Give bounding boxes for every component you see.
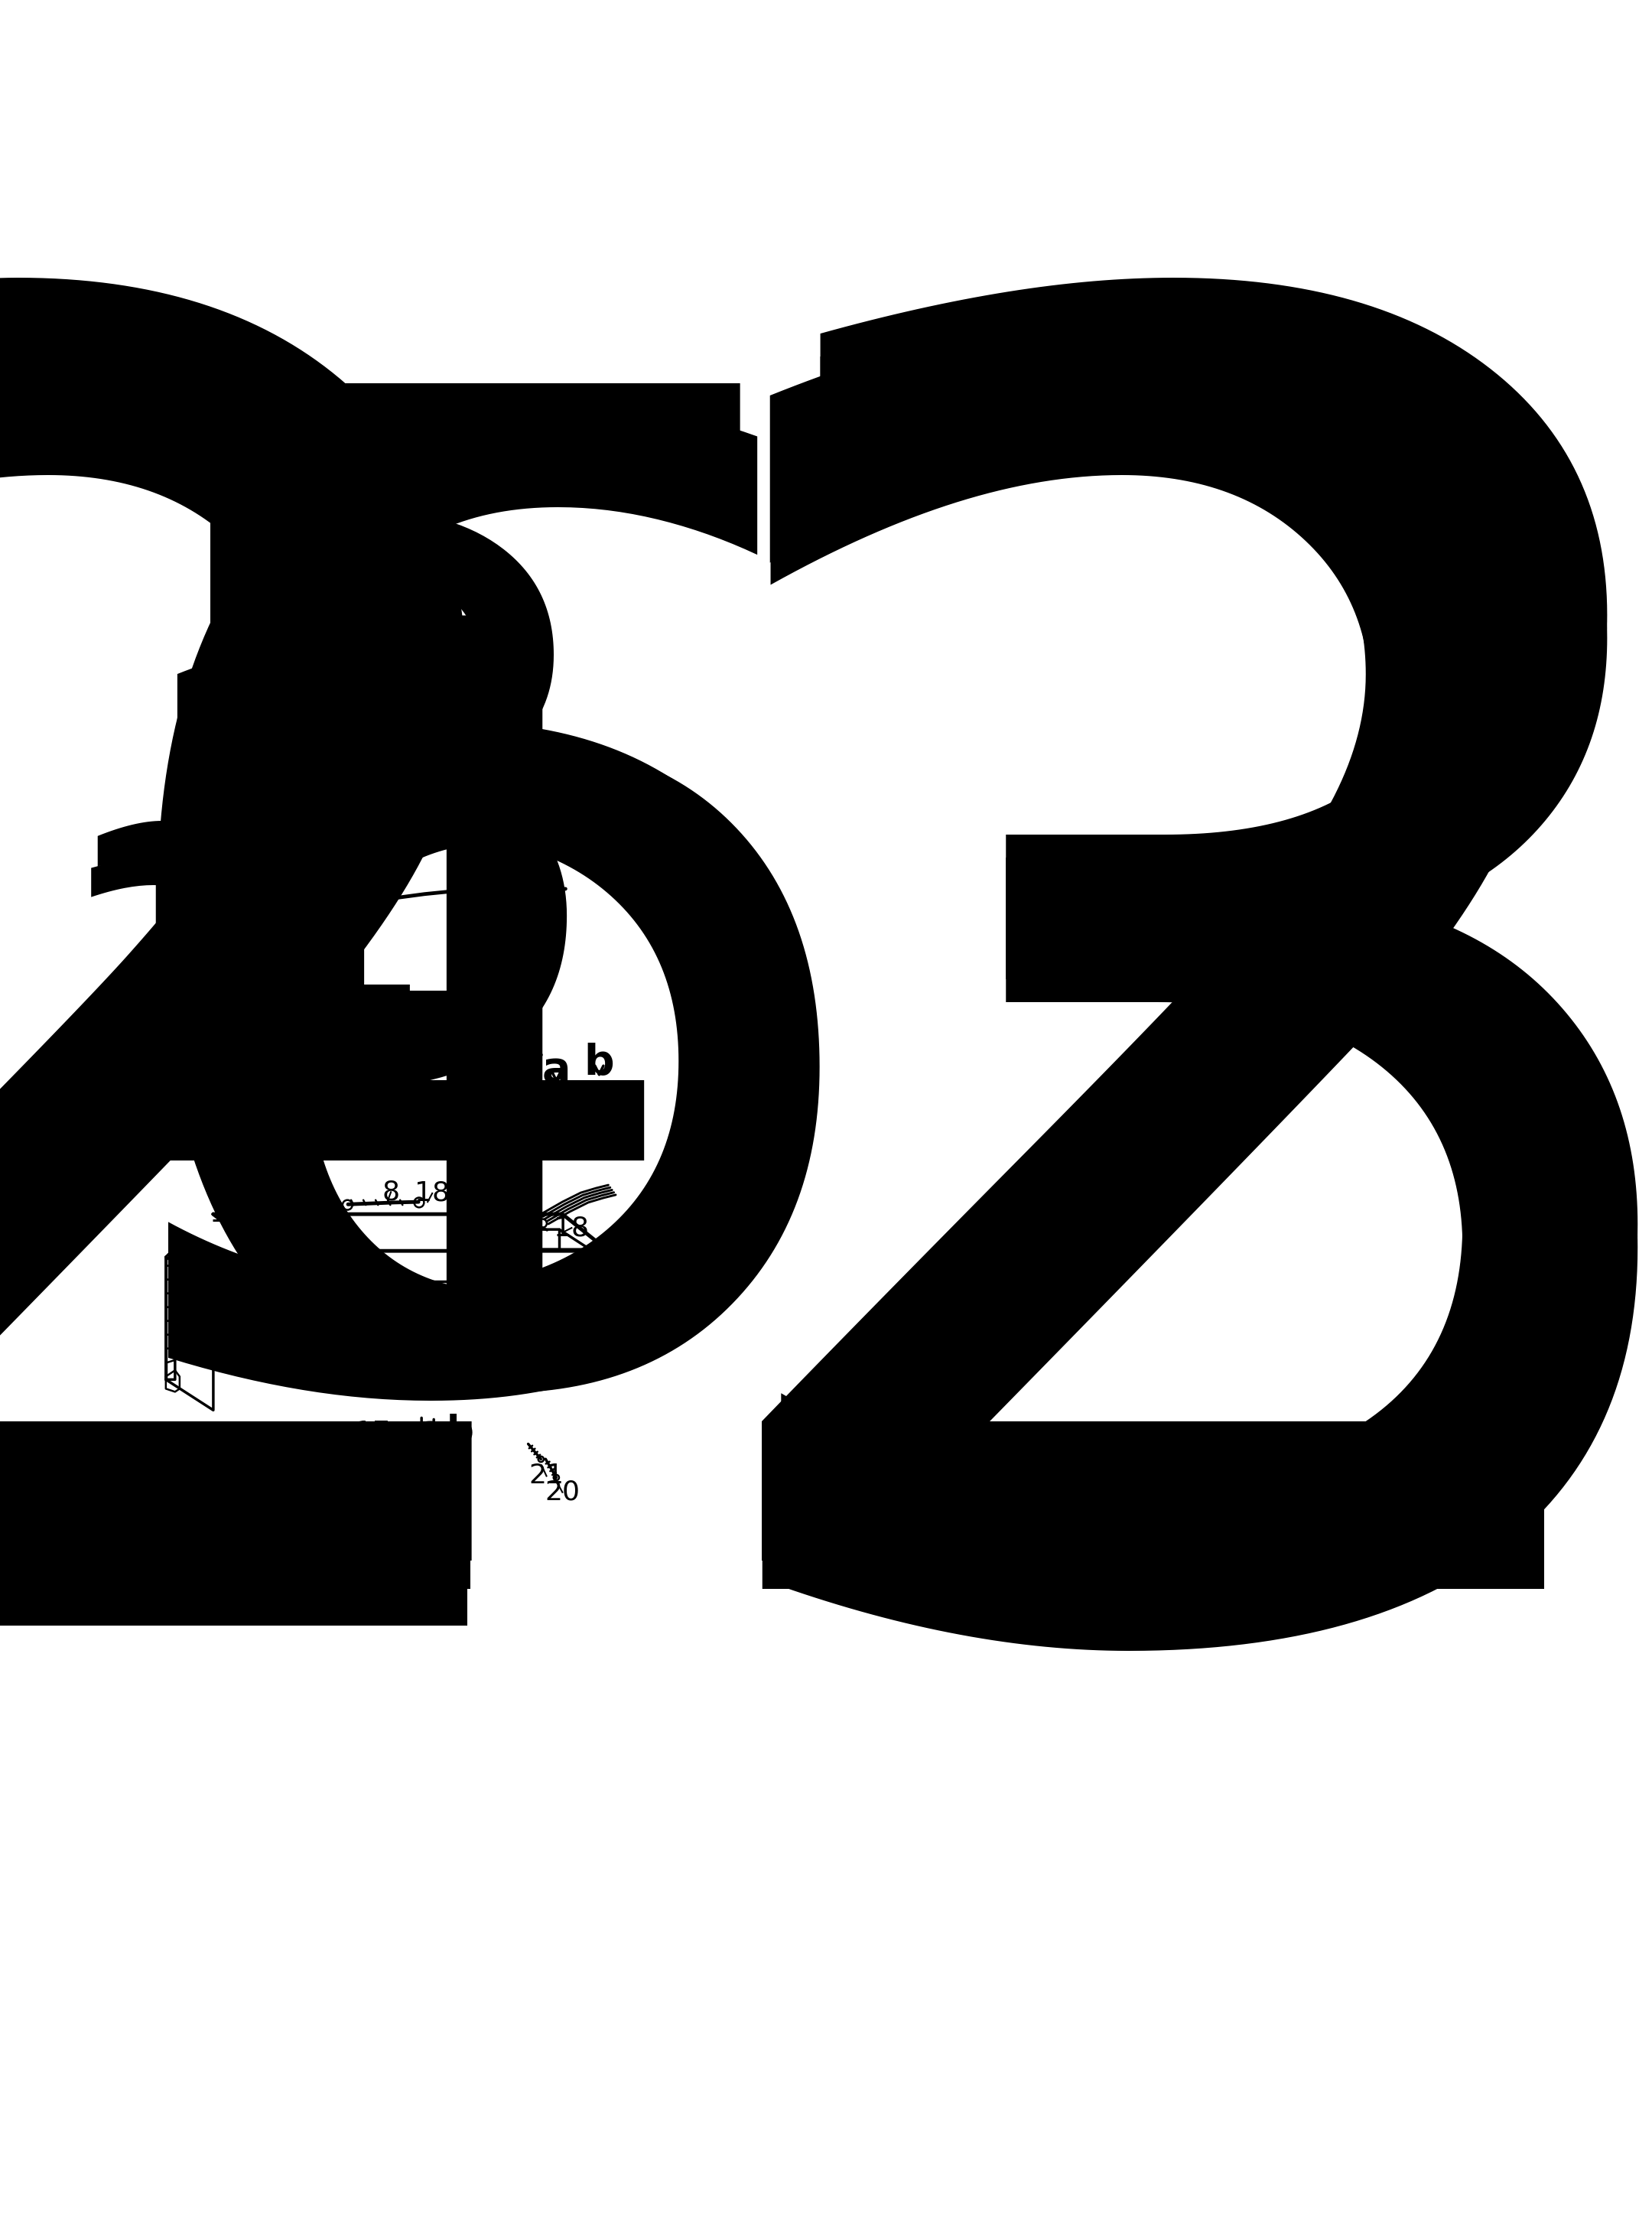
Text: 14: 14	[312, 1501, 347, 1525]
Text: 2: 2	[73, 815, 271, 1117]
Text: b: b	[585, 1041, 615, 1083]
Text: c: c	[360, 1416, 378, 1450]
Text: 20: 20	[545, 1479, 580, 1505]
Text: 13: 13	[302, 1516, 339, 1543]
Text: 18: 18	[415, 1181, 449, 1205]
Text: a: a	[542, 1050, 570, 1090]
Text: 3: 3	[142, 497, 628, 1237]
Text: 9: 9	[299, 1325, 317, 1350]
Text: 5: 5	[63, 342, 933, 1667]
Polygon shape	[461, 1250, 492, 1294]
Text: 16: 16	[398, 1421, 433, 1447]
Text: c: c	[263, 1232, 281, 1263]
Text: スイベルジョイント: スイベルジョイント	[183, 817, 297, 839]
Text: 11: 11	[205, 1479, 240, 1505]
Text: 18: 18	[553, 1214, 590, 1241]
Text: Swivel  Joint: Swivel Joint	[175, 828, 337, 850]
Text: 3: 3	[58, 852, 268, 1172]
Text: 22: 22	[0, 304, 1652, 1940]
Text: 17: 17	[355, 1421, 390, 1445]
Text: 23: 23	[0, 269, 1652, 1996]
Text: b: b	[446, 1414, 474, 1450]
Bar	[433, 1321, 486, 1365]
Text: 22: 22	[0, 286, 1652, 1909]
Text: 18: 18	[202, 1283, 236, 1310]
Text: 7: 7	[306, 1179, 324, 1205]
Text: a: a	[418, 1414, 444, 1450]
Text: FWD: FWD	[190, 1074, 258, 1103]
Text: 6: 6	[66, 375, 902, 1649]
Text: 10: 10	[226, 1501, 261, 1525]
Text: 19: 19	[482, 1325, 517, 1352]
Text: 15: 15	[210, 1201, 244, 1225]
Text: 1: 1	[144, 602, 509, 1157]
Text: 1: 1	[64, 832, 268, 1141]
Bar	[431, 1319, 489, 1368]
Polygon shape	[461, 1230, 590, 1250]
Polygon shape	[188, 1079, 259, 1097]
Text: 4: 4	[78, 586, 699, 1532]
Text: 23: 23	[0, 246, 1652, 1974]
Text: 2: 2	[137, 639, 461, 1132]
Text: 24: 24	[492, 1274, 529, 1301]
Text: 8: 8	[382, 1179, 400, 1205]
Text: 25: 25	[509, 1248, 544, 1272]
Text: 21: 21	[529, 1463, 563, 1490]
Text: 12: 12	[289, 1485, 324, 1512]
